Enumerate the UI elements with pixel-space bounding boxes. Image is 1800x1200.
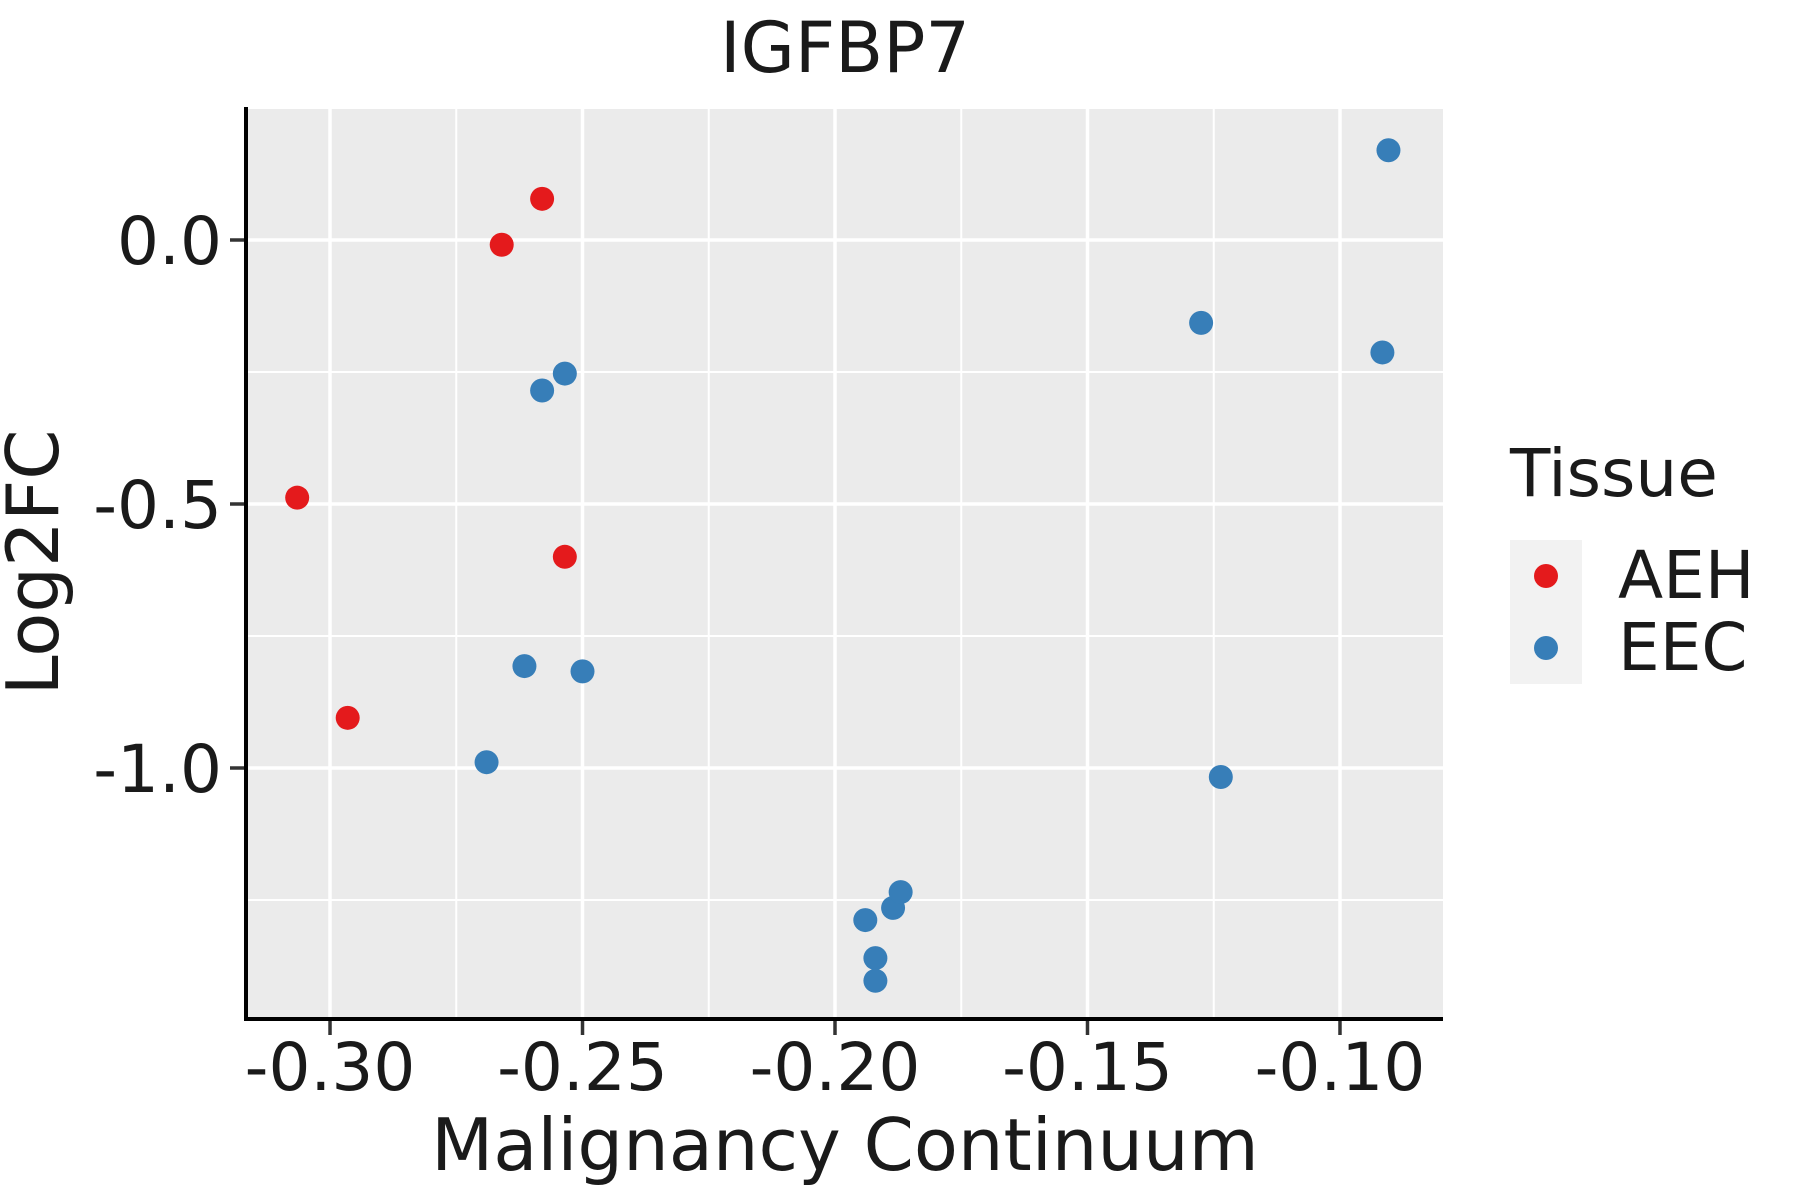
data-point-eec: [1208, 764, 1233, 789]
data-point-aeh: [530, 186, 555, 211]
x-tick-label: -0.15: [1002, 1029, 1173, 1106]
y-tick-label: -0.5: [93, 467, 222, 544]
data-point-eec: [863, 946, 888, 971]
legend-item-eec: EEC: [1510, 612, 1754, 684]
data-point-eec: [512, 654, 537, 679]
x-tick-label: -0.10: [1255, 1029, 1426, 1106]
y-axis-label: Log2FC: [0, 429, 75, 695]
y-tick-label: 0.0: [117, 203, 222, 280]
chart-title: IGFBP7: [720, 7, 970, 89]
data-point-eec: [853, 908, 878, 933]
x-tick-label: -0.30: [245, 1029, 416, 1106]
data-point-eec: [474, 750, 499, 775]
data-point-aeh: [552, 544, 577, 569]
aeh-point-icon: [1534, 564, 1558, 588]
eec-point-icon: [1534, 636, 1558, 660]
data-point-aeh: [335, 705, 360, 730]
legend-title: Tissue: [1510, 435, 1718, 512]
data-point-eec: [1376, 138, 1401, 163]
legend-item-aeh: AEH: [1510, 540, 1754, 612]
legend-item-label: AEH: [1618, 537, 1755, 614]
data-point-aeh: [285, 485, 310, 510]
data-point-eec: [552, 361, 577, 386]
panel-background: [247, 107, 1443, 1018]
x-tick-label: -0.20: [750, 1029, 921, 1106]
x-tick-label: -0.25: [497, 1029, 668, 1106]
data-point-eec: [530, 378, 555, 403]
data-point-eec: [888, 880, 913, 905]
legend: Tissue AEH EEC: [1510, 441, 1754, 684]
legend-item-label: EEC: [1618, 609, 1748, 686]
legend-key-box: [1510, 540, 1582, 612]
data-point-eec: [863, 968, 888, 993]
y-tick-label: -1.0: [93, 731, 222, 808]
data-point-eec: [1370, 340, 1395, 365]
x-axis-label: Malignancy Continuum: [431, 1103, 1259, 1187]
legend-items: AEH EEC: [1510, 540, 1754, 684]
legend-key-box: [1510, 612, 1582, 684]
data-point-eec: [1189, 310, 1214, 335]
data-point-eec: [570, 659, 595, 684]
data-point-aeh: [489, 232, 514, 257]
